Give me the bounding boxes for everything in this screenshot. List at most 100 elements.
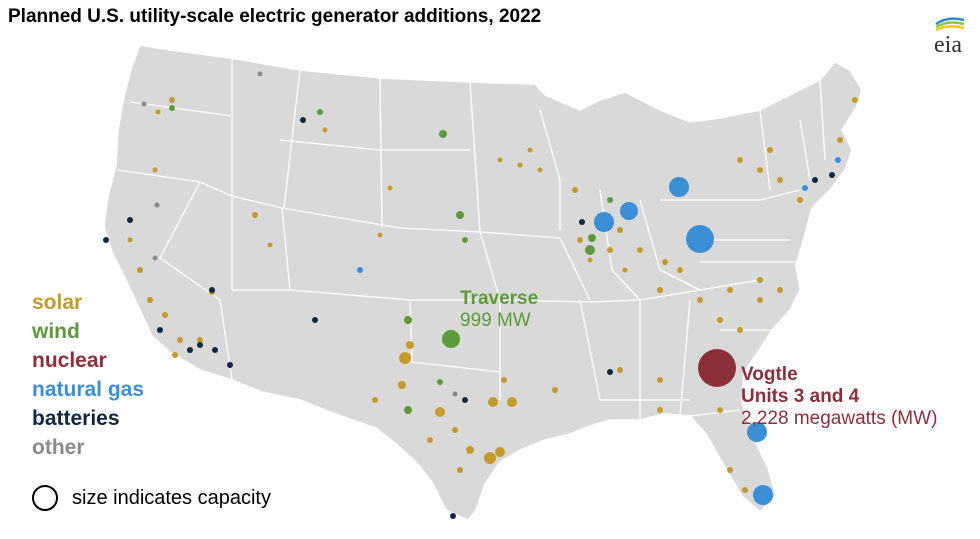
- solar-marker: [387, 185, 393, 191]
- other-marker: [152, 255, 158, 261]
- battery-marker: [227, 362, 233, 368]
- natural-gas-marker: [357, 267, 363, 273]
- battery-marker: [197, 342, 203, 348]
- battery-marker: [127, 217, 133, 223]
- solar-marker: [466, 446, 474, 454]
- solar-marker: [727, 467, 733, 473]
- legend-solar: solar: [32, 291, 83, 314]
- solar-marker: [617, 367, 623, 373]
- size-legend-label: size indicates capacity: [72, 486, 271, 509]
- eia-logo-icon: [935, 17, 965, 32]
- battery-marker: [312, 317, 318, 323]
- battery-marker: [579, 219, 585, 225]
- wind-marker: [437, 379, 443, 385]
- battery-marker: [157, 327, 163, 333]
- battery-marker: [209, 287, 215, 293]
- solar-marker: [737, 327, 743, 333]
- solar-marker: [162, 312, 168, 318]
- wind-marker: [404, 406, 412, 414]
- traverse-marker: [442, 330, 460, 348]
- solar-marker: [572, 187, 578, 193]
- wind-marker: [439, 130, 447, 138]
- vogtle-units: Units 3 and 4: [741, 386, 860, 407]
- solar-marker: [172, 352, 178, 358]
- solar-marker: [495, 447, 505, 457]
- solar-marker: [742, 487, 748, 493]
- battery-marker: [187, 347, 193, 353]
- solar-marker: [657, 407, 663, 413]
- solar-markers: [127, 97, 858, 493]
- solar-marker: [757, 167, 763, 173]
- solar-marker: [727, 287, 733, 293]
- solar-marker: [777, 287, 783, 293]
- solar-marker: [657, 287, 663, 293]
- natural-gas-marker: [753, 485, 773, 505]
- wind-marker: [404, 316, 412, 324]
- battery-marker: [607, 369, 613, 375]
- fuel-legend: solar wind nuclear natural gas batteries…: [32, 288, 144, 462]
- solar-marker: [399, 352, 411, 364]
- battery-marker: [450, 513, 456, 519]
- wind-marker: [456, 211, 464, 219]
- other-marker: [141, 101, 147, 107]
- page-title: Planned U.S. utility-scale electric gene…: [8, 6, 542, 27]
- solar-marker: [662, 259, 668, 265]
- wind-marker: [317, 109, 323, 115]
- solar-marker: [517, 162, 523, 168]
- solar-marker: [457, 467, 463, 473]
- solar-marker: [406, 341, 414, 349]
- solar-marker: [372, 397, 378, 403]
- solar-marker: [197, 337, 203, 343]
- wind-marker: [169, 105, 175, 111]
- solar-marker: [169, 97, 175, 103]
- solar-marker: [737, 157, 743, 163]
- battery-marker: [212, 347, 218, 353]
- solar-marker: [777, 177, 783, 183]
- traverse-capacity: 999 MW: [460, 310, 531, 331]
- natural-gas-marker: [835, 157, 841, 163]
- solar-marker: [497, 157, 503, 163]
- natural-gas-marker: [620, 202, 638, 220]
- battery-marker: [812, 177, 818, 183]
- solar-marker: [435, 407, 445, 417]
- eia-logo-text: eia: [934, 32, 962, 58]
- solar-marker: [552, 387, 558, 393]
- other-markers: [141, 71, 458, 397]
- solar-marker: [452, 427, 458, 433]
- natural-gas-markers: [357, 157, 841, 505]
- size-ring-icon: [32, 485, 58, 511]
- solar-marker: [527, 147, 533, 153]
- traverse-name: Traverse: [460, 288, 539, 309]
- traverse-annotation: Traverse 999 MW: [460, 288, 538, 332]
- solar-marker: [757, 277, 763, 283]
- wind-marker: [585, 245, 595, 255]
- solar-marker: [837, 137, 843, 143]
- solar-marker: [617, 227, 623, 233]
- solar-marker: [484, 452, 496, 464]
- natural-gas-marker: [594, 212, 614, 232]
- state-borders: [117, 58, 826, 420]
- solar-marker: [797, 197, 803, 203]
- wind-marker: [607, 197, 613, 203]
- legend-natural-gas: natural gas: [32, 378, 145, 401]
- solar-marker: [637, 247, 643, 253]
- generator-markers: [103, 71, 858, 519]
- vogtle-annotation: Vogtle Units 3 and 4 2,228 megawatts (MW…: [741, 364, 937, 430]
- battery-marker: [300, 117, 306, 123]
- solar-marker: [767, 147, 773, 153]
- solar-marker: [155, 109, 161, 115]
- solar-marker: [717, 407, 723, 413]
- solar-marker: [427, 437, 433, 443]
- natural-gas-marker: [747, 422, 767, 442]
- solar-marker: [147, 297, 153, 303]
- us-land-shape: [103, 44, 863, 521]
- vogtle-capacity: 2,228 megawatts (MW): [741, 408, 938, 429]
- solar-marker: [657, 377, 663, 383]
- solar-marker: [267, 242, 273, 248]
- solar-marker: [622, 267, 628, 273]
- solar-marker: [152, 167, 158, 173]
- nuclear-markers: [698, 349, 736, 387]
- solar-marker: [852, 97, 858, 103]
- solar-marker: [537, 167, 543, 173]
- battery-marker: [103, 237, 109, 243]
